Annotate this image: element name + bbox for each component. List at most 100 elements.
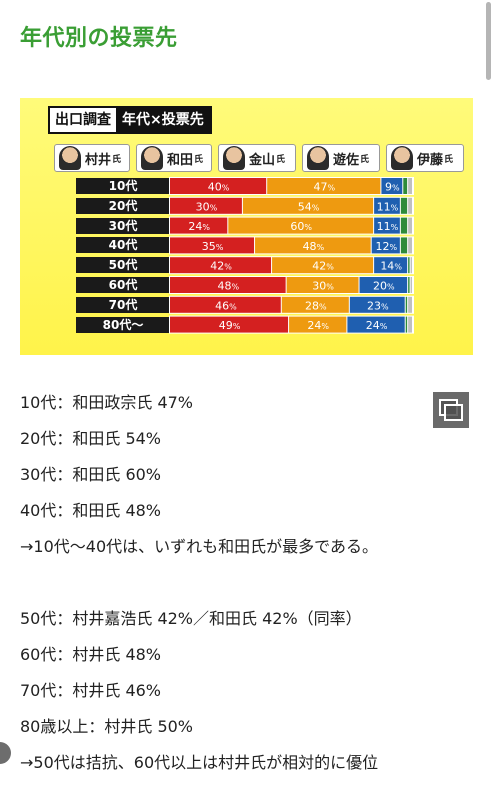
bar-segment [374, 217, 400, 234]
bar-segment [408, 296, 412, 313]
age-label: 10代 [76, 178, 170, 194]
data-label: 46% [215, 299, 237, 312]
bar-segment [228, 217, 374, 234]
bar-segment [170, 316, 289, 333]
legend-item-wada: 和田 氏 [136, 144, 212, 172]
bar-segment [381, 178, 403, 194]
bar-segment [255, 237, 371, 254]
data-label: 24% [188, 220, 210, 233]
bar-segment [242, 197, 374, 214]
bar-segment [170, 277, 286, 293]
summary-line: 40代：和田氏 48% [20, 501, 162, 520]
data-label: 14% [380, 260, 402, 273]
chart-image: 出口調査 年代×投票先 村井 氏 和田 氏 金山 氏 遊佐 氏 伊藤 氏 1 [20, 98, 473, 428]
bar-segment [408, 217, 412, 234]
bar-segment [408, 237, 412, 254]
data-label: 47% [314, 181, 336, 194]
bar-segment [408, 178, 412, 194]
legend-name: 伊藤 [417, 152, 444, 168]
summary-text: 10代：和田政宗氏 47% 20代：和田氏 54% 30代：和田氏 60% 40代：和… [20, 392, 480, 788]
age-label: 30代 [76, 217, 170, 234]
age-label: 50代 [76, 257, 170, 274]
summary-line: 50代：村井嘉浩氏 42%／和田氏 42%（同率） [20, 609, 362, 628]
age-label: 70代 [76, 296, 170, 313]
summary-line: →10代～40代は、いずれも和田氏が最多である。 [20, 537, 378, 556]
data-label: 40% [208, 181, 230, 194]
data-label: 12% [375, 240, 397, 253]
data-label: 49% [219, 319, 241, 332]
data-label: 24% [366, 319, 388, 332]
legend-name: 村井 [85, 152, 112, 168]
age-label: 80代～ [76, 316, 170, 333]
bar-segment [400, 237, 408, 254]
bar-segment [400, 197, 408, 214]
scrollbar[interactable] [486, 2, 491, 80]
legend-suffix: 氏 [112, 154, 122, 165]
summary-line: →50代は拮抗、60代以上は村井氏が相対的に優位 [20, 753, 379, 772]
candidate-photo-icon [307, 146, 329, 170]
legend-item-murai: 村井 氏 [54, 144, 130, 172]
bar-segment [405, 316, 408, 333]
data-label: 30% [312, 280, 334, 293]
data-label: 60% [290, 220, 312, 233]
data-label: 9% [385, 181, 400, 194]
bar-segment [349, 296, 405, 313]
bar-segment [410, 277, 412, 293]
age-label: 60代 [76, 277, 170, 293]
bar-segment [170, 178, 267, 194]
bar-segment [170, 217, 228, 234]
summary-line: 30代：和田氏 60% [20, 465, 162, 484]
data-label: 11% [377, 200, 399, 213]
data-label: 20% [373, 280, 395, 293]
bar-segment [405, 296, 408, 313]
legend-suffix: 氏 [276, 154, 286, 165]
bar-segment [281, 296, 349, 313]
bar-segment [408, 257, 410, 274]
data-label: 54% [298, 200, 320, 213]
data-label: 24% [307, 319, 329, 332]
data-label: 42% [312, 260, 334, 273]
bar-segment [289, 316, 347, 333]
legend-name: 金山 [249, 152, 276, 168]
gallery-view-button[interactable] [433, 392, 469, 428]
candidate-photo-icon [141, 146, 163, 170]
legend-suffix: 氏 [444, 154, 454, 165]
bar-segment [170, 237, 255, 254]
data-label: 35% [202, 240, 224, 253]
candidate-photo-icon [59, 146, 81, 170]
legend-item-yusa: 遊佐 氏 [302, 144, 380, 172]
data-label: 48% [303, 240, 325, 253]
bar-segment [400, 217, 408, 234]
page-heading: 年代別の投票先 [20, 26, 178, 51]
bar-segment [371, 237, 400, 254]
summary-line: 10代：和田政宗氏 47% [20, 393, 194, 412]
side-handle[interactable] [0, 742, 11, 764]
summary-line: 70代：村井氏 46% [20, 681, 162, 700]
data-label: 30% [196, 200, 218, 213]
bar-segment [359, 277, 408, 293]
bar-segment [403, 178, 408, 194]
age-label: 20代 [76, 197, 170, 214]
copy-icon-front [444, 404, 463, 421]
bar-segment [272, 257, 374, 274]
legend-suffix: 氏 [194, 154, 204, 165]
bar-segment [410, 257, 412, 274]
data-label: 48% [218, 280, 240, 293]
candidate-photo-icon [391, 146, 413, 170]
bar-segment [286, 277, 359, 293]
legend-name: 和田 [167, 152, 194, 168]
bar-segment [267, 178, 381, 194]
bar-segment [347, 316, 405, 333]
legend-name: 遊佐 [333, 152, 360, 168]
data-label: 23% [367, 299, 389, 312]
age-label: 40代 [76, 237, 170, 254]
legend-item-kanayama: 金山 氏 [218, 144, 296, 172]
bar-segment [408, 316, 412, 333]
bar-segment [170, 197, 242, 214]
bar-segment [374, 257, 408, 274]
summary-line: 80歳以上：村井氏 50% [20, 717, 194, 736]
chart-title: 年代×投票先 [122, 112, 204, 128]
bar-segment [170, 257, 272, 274]
bar-segment [408, 277, 410, 293]
chart-tag: 出口調査 年代×投票先 [48, 106, 212, 134]
